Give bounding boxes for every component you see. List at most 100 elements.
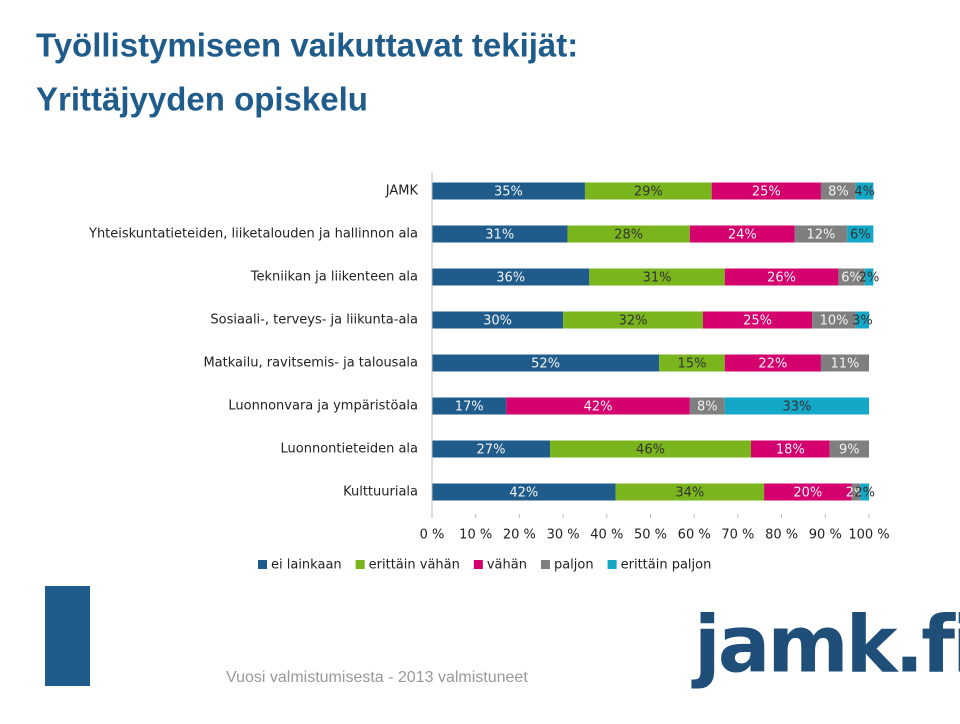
legend-label: vähän [487, 558, 527, 573]
data-label: 6% [841, 271, 862, 286]
bar-segment [764, 483, 852, 501]
logo: jamk.fi [691, 600, 960, 690]
x-tick-label: 0 % [420, 528, 445, 543]
bar-segment [724, 354, 821, 372]
data-label: 27% [477, 443, 506, 458]
bar-segment [689, 397, 725, 415]
bar-segment [659, 354, 725, 372]
data-label: 18% [776, 443, 805, 458]
bar-segment [829, 440, 869, 458]
data-label: 42% [584, 400, 613, 415]
data-label: 8% [697, 400, 718, 415]
data-label: 12% [806, 228, 835, 243]
bar-segment [432, 440, 550, 458]
decor-block [45, 586, 90, 686]
legend-swatch [540, 560, 550, 569]
bar-segment [838, 268, 865, 286]
bar-segment [751, 440, 830, 458]
bar-segment [855, 182, 874, 200]
x-tick-label: 50 % [634, 528, 667, 543]
y-tick-label: Luonnontieteiden ala [281, 442, 418, 457]
data-label: 34% [675, 486, 704, 501]
x-tick-label: 70 % [721, 528, 754, 543]
data-label: 20% [793, 486, 822, 501]
data-label: 25% [752, 185, 781, 200]
data-label: 3% [852, 314, 873, 329]
bar-segment [820, 182, 856, 200]
x-tick-label: 90 % [809, 528, 842, 543]
bar-segment [432, 354, 660, 372]
x-tick-label: 40 % [590, 528, 623, 543]
data-label: 2% [859, 271, 880, 286]
legend-label: erittäin vähän [369, 558, 460, 573]
bar-segment [584, 182, 712, 200]
data-label: 24% [728, 228, 757, 243]
bar-segment [589, 268, 725, 286]
bar-segment [432, 483, 616, 501]
legend-swatch [258, 560, 267, 569]
data-label: 31% [643, 271, 672, 286]
bar-segment [432, 397, 507, 415]
bar-segment [432, 311, 564, 329]
data-label: 17% [455, 400, 484, 415]
data-label: 9% [839, 443, 860, 458]
bar-segment [794, 225, 848, 243]
legend-swatch [607, 560, 617, 569]
data-label: 46% [636, 443, 665, 458]
legend-label: erittäin paljon [621, 558, 712, 573]
bar-segment [864, 268, 874, 286]
bar-segment [711, 182, 821, 200]
data-label: 6% [850, 228, 871, 243]
legend-label: paljon [554, 558, 594, 573]
bar-segment [432, 182, 585, 200]
data-label: 10% [820, 314, 849, 329]
data-label: 8% [828, 185, 849, 200]
data-label: 11% [831, 357, 860, 372]
bar-segment [724, 268, 839, 286]
data-label: 42% [509, 486, 538, 501]
bar-segment [506, 397, 690, 415]
bar-segment [847, 225, 874, 243]
x-tick-label: 80 % [765, 528, 798, 543]
bar-segment [615, 483, 765, 501]
bar-segment [432, 225, 568, 243]
x-tick-label: 10 % [459, 528, 492, 543]
bar-segment [855, 311, 869, 329]
bar-segment [820, 354, 869, 372]
data-label: 4% [854, 185, 875, 200]
data-label: 52% [531, 357, 560, 372]
bar-segment [563, 311, 703, 329]
title: Työllistymiseen vaikuttavat tekijät: [36, 27, 578, 64]
legend-label: ei lainkaan [271, 558, 342, 573]
footer: Vuosi valmistumisesta - 2013 valmistunee… [226, 669, 528, 686]
chart: JAMK 35% 29% 25% 8% 4% Yhteiskuntatieteiden, l… [88, 172, 890, 573]
data-label: 30% [483, 314, 512, 329]
y-tick-label: Tekniikan ja liikenteen ala [250, 270, 418, 285]
bar-segment [549, 440, 752, 458]
data-label: 25% [743, 314, 772, 329]
y-tick-label: Kulttuuriala [343, 485, 418, 500]
y-tick-label: Sosiaali-, terveys- ja liikunta-ala [210, 313, 418, 328]
data-label: 28% [614, 228, 643, 243]
bar-segment [689, 225, 795, 243]
legend-swatch [355, 560, 365, 569]
data-label: 32% [619, 314, 648, 329]
data-label: 22% [758, 357, 787, 372]
bar-segment [432, 268, 590, 286]
data-label: 15% [678, 357, 707, 372]
x-tick-label: 100 % [848, 528, 889, 543]
data-label: 29% [634, 185, 663, 200]
y-tick-label: Matkailu, ravitsemis- ja talousala [203, 356, 418, 371]
data-label: 31% [485, 228, 514, 243]
bar-segment [860, 483, 869, 501]
bar-segment [812, 311, 856, 329]
x-tick-label: 60 % [678, 528, 711, 543]
data-label: 36% [496, 271, 525, 286]
y-tick-label: Yhteiskuntatieteiden, liiketalouden ja h… [88, 227, 418, 242]
bar-segment [851, 483, 861, 501]
data-label: 33% [782, 400, 811, 415]
bar-segment [567, 225, 690, 243]
bar-segment [702, 311, 813, 329]
x-tick-label: 20 % [503, 528, 536, 543]
